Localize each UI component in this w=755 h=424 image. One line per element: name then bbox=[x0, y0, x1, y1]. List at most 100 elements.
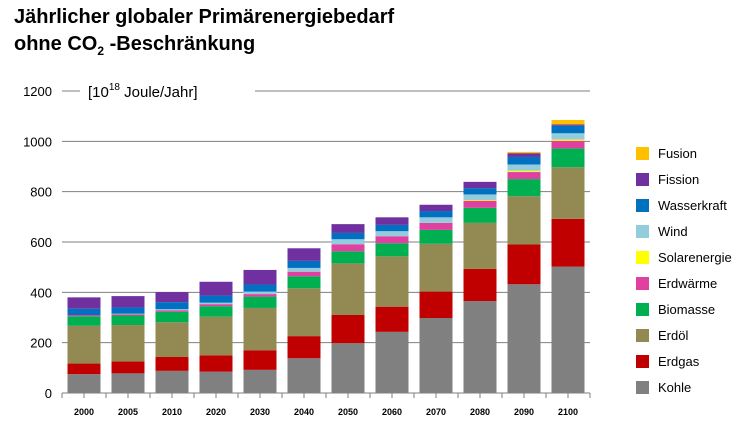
bar-segment bbox=[419, 204, 453, 212]
bar-segment bbox=[507, 244, 541, 285]
unit-label-prefix: [10 bbox=[88, 84, 109, 101]
bar-segment bbox=[507, 151, 541, 154]
unit-label: [1018 Joule/Jahr] bbox=[88, 82, 198, 101]
legend-label: Erdwärme bbox=[658, 276, 717, 291]
bar-segment bbox=[551, 125, 585, 134]
bar-segment bbox=[287, 248, 321, 261]
unit-label-background bbox=[80, 80, 255, 102]
bar-segment bbox=[287, 336, 321, 359]
legend-swatch bbox=[636, 173, 649, 186]
bar-segment bbox=[375, 236, 409, 244]
x-tick-label: 2050 bbox=[338, 407, 358, 417]
bar-segment bbox=[331, 343, 365, 393]
bar-segment bbox=[67, 374, 101, 393]
bar-segment bbox=[243, 294, 277, 297]
bar-segment bbox=[287, 267, 321, 272]
y-tick-label: 400 bbox=[30, 285, 52, 300]
bar-segment bbox=[419, 318, 453, 393]
legend-swatch bbox=[636, 225, 649, 238]
bar-segment bbox=[551, 139, 585, 141]
x-tick-label: 2010 bbox=[162, 407, 182, 417]
bar-segment bbox=[419, 229, 453, 244]
bar-segment bbox=[375, 306, 409, 332]
legend-label: Wind bbox=[658, 224, 688, 239]
chart-title: Jährlicher globaler Primärenergiebedarf … bbox=[14, 4, 394, 65]
x-tick-label: 2030 bbox=[250, 407, 270, 417]
y-tick-label: 800 bbox=[30, 185, 52, 200]
bar-segment bbox=[507, 164, 541, 171]
bar-segment bbox=[551, 266, 585, 393]
bar-segment bbox=[111, 361, 145, 374]
chart-title-line-1: Jährlicher globaler Primärenergiebedarf bbox=[14, 6, 395, 28]
bar-segment bbox=[375, 331, 409, 393]
bar-segment bbox=[551, 148, 585, 168]
y-tick-label: 1000 bbox=[23, 134, 52, 149]
x-tick-label: 2070 bbox=[426, 407, 446, 417]
bar-segment bbox=[155, 322, 189, 358]
bar-segment bbox=[331, 244, 365, 252]
legend-label: Biomasse bbox=[658, 302, 715, 317]
bar-segment bbox=[419, 291, 453, 319]
bar-segment bbox=[463, 268, 497, 302]
legend-label: Wasserkraft bbox=[658, 198, 727, 213]
bar-segment bbox=[375, 256, 409, 307]
bar-segment bbox=[155, 302, 189, 310]
legend-swatch bbox=[636, 277, 649, 290]
bar-segment bbox=[287, 260, 321, 268]
legend-label: Erdöl bbox=[658, 328, 688, 343]
legend-swatch bbox=[636, 329, 649, 342]
bar-segment bbox=[67, 314, 101, 317]
bar-segment bbox=[287, 358, 321, 393]
x-tick-label: 2040 bbox=[294, 407, 314, 417]
bar-segment bbox=[375, 231, 409, 237]
bar-segment bbox=[155, 310, 189, 312]
bar-segment bbox=[199, 316, 233, 356]
bar-segment bbox=[199, 304, 233, 307]
bar-segment bbox=[111, 315, 145, 326]
unit-label-suffix: Joule/Jahr] bbox=[120, 84, 198, 101]
legend-swatch bbox=[636, 355, 649, 368]
legend-label: Erdgas bbox=[658, 354, 700, 369]
x-tick-label: 2060 bbox=[382, 407, 402, 417]
bar-segment bbox=[463, 222, 497, 269]
bar-segment bbox=[507, 172, 541, 180]
bar-segment bbox=[67, 308, 101, 315]
bar-segment bbox=[331, 224, 365, 233]
bar-segment bbox=[507, 153, 541, 157]
bar-segment bbox=[419, 217, 453, 223]
bar-segment bbox=[375, 243, 409, 257]
bar-segment bbox=[419, 243, 453, 292]
bar-segment bbox=[331, 232, 365, 240]
y-tick-label: 1200 bbox=[23, 84, 52, 99]
bar-segment bbox=[67, 316, 101, 326]
bar-segment bbox=[287, 276, 321, 289]
bars bbox=[67, 119, 585, 393]
bar-segment bbox=[199, 302, 233, 305]
bar-segment bbox=[243, 369, 277, 393]
bar-segment bbox=[463, 199, 497, 201]
bar-segment bbox=[287, 271, 321, 277]
bar-segment bbox=[463, 200, 497, 208]
bar-segment bbox=[243, 350, 277, 370]
bar-segment bbox=[155, 292, 189, 303]
legend-label: Kohle bbox=[658, 380, 691, 395]
bar-segment bbox=[551, 119, 585, 125]
bar-segment bbox=[507, 284, 541, 393]
bar-segment bbox=[331, 314, 365, 344]
legend-swatch bbox=[636, 147, 649, 160]
bar-segment bbox=[199, 371, 233, 393]
x-tick-label: 2005 bbox=[118, 407, 138, 417]
legend-swatch bbox=[636, 199, 649, 212]
bar-segment bbox=[551, 140, 585, 149]
y-tick-label: 0 bbox=[45, 386, 52, 401]
bar-segment bbox=[67, 363, 101, 375]
bar-segment bbox=[111, 313, 145, 315]
bar-segment bbox=[243, 296, 277, 308]
bar-segment bbox=[67, 325, 101, 364]
bar-segment bbox=[463, 301, 497, 393]
title-subscript: 2 bbox=[97, 44, 105, 58]
bar-segment bbox=[199, 281, 233, 296]
unit-label-exponent: 18 bbox=[109, 82, 121, 93]
bar-segment bbox=[419, 222, 453, 230]
x-tick-label: 2100 bbox=[558, 407, 578, 417]
